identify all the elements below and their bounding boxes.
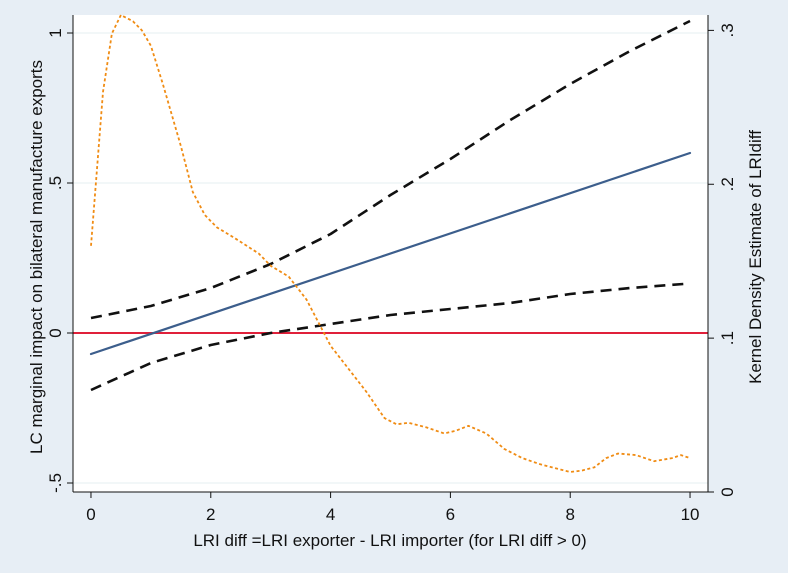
upper-confidence-bound-line — [90, 19, 691, 320]
x-tick-label: 6 — [446, 505, 455, 524]
x-axis-title: LRI diff =LRI exporter - LRI importer (f… — [193, 531, 586, 550]
y-left-tick-label: 0 — [46, 328, 65, 337]
x-tick-label: 2 — [206, 505, 215, 524]
lower-confidence-bound-line — [90, 282, 691, 392]
kernel-density-line — [90, 14, 691, 473]
axes: 0 2 4 6 8 10-.50.510.1.2.3 — [46, 15, 737, 524]
y-axis-right-title: Kernel Density Estimate of LRIdiff — [746, 130, 765, 384]
y-left-tick-label: -.5 — [46, 473, 65, 493]
y-left-tick-label: .5 — [46, 176, 65, 190]
x-tick-label: 10 — [681, 505, 700, 524]
y-right-tick-label: .1 — [718, 331, 737, 345]
y-left-tick-label: 1 — [46, 28, 65, 37]
x-tick-label: 4 — [326, 505, 335, 524]
marginal-effect-line — [89, 151, 692, 356]
y-axis-left-title: LC marginal impact on bilateral manufact… — [27, 60, 46, 454]
x-tick-label: 8 — [565, 505, 574, 524]
series-layer — [73, 14, 708, 473]
y-right-tick-label: 0 — [718, 487, 737, 496]
y-right-tick-label: .3 — [718, 23, 737, 37]
x-tick-label: 0 — [86, 505, 95, 524]
y-right-tick-label: .2 — [718, 177, 737, 191]
